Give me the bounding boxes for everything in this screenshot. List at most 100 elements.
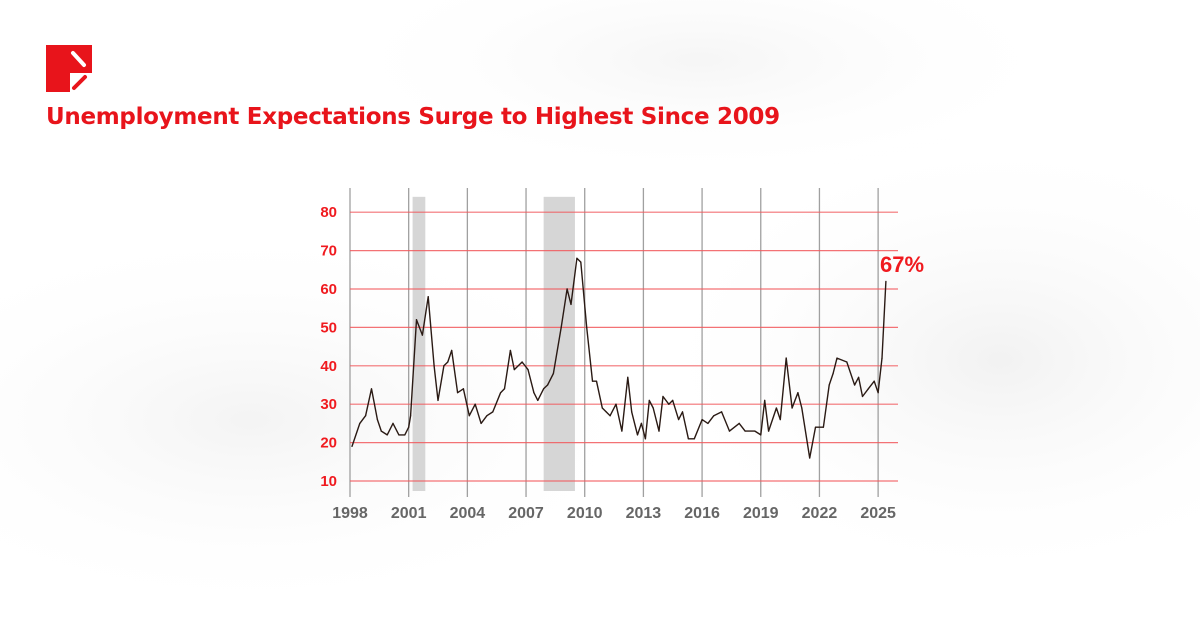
- data-point: [427, 296, 429, 298]
- data-point: [480, 422, 482, 424]
- recession-band: [412, 196, 426, 491]
- data-point: [543, 388, 545, 390]
- data-point: [468, 415, 470, 417]
- data-point: [492, 411, 494, 413]
- data-point: [447, 361, 449, 363]
- annotation-label: 67%: [880, 252, 924, 277]
- data-point: [797, 392, 799, 394]
- data-point: [586, 326, 588, 328]
- data-point: [462, 388, 465, 390]
- data-point: [443, 365, 445, 367]
- data-point: [881, 357, 883, 359]
- data-point: [814, 426, 817, 428]
- data-point: [486, 415, 488, 417]
- data-point: [404, 434, 406, 436]
- data-point: [822, 426, 824, 428]
- data-point: [836, 357, 838, 359]
- data-point: [828, 384, 830, 386]
- data-point: [672, 399, 674, 401]
- data-point: [601, 407, 603, 409]
- data-point: [631, 411, 633, 413]
- data-point: [744, 430, 746, 432]
- data-point: [527, 369, 529, 371]
- data-point: [365, 415, 367, 417]
- x-tick-label: 2010: [567, 505, 603, 522]
- data-point: [570, 303, 572, 305]
- y-tick-label: 50: [320, 319, 337, 336]
- y-tick-label: 20: [320, 435, 337, 452]
- data-point: [433, 365, 435, 367]
- data-point: [591, 380, 594, 382]
- data-point: [873, 380, 875, 382]
- data-point: [857, 376, 860, 378]
- data-point: [503, 388, 506, 390]
- data-point: [652, 407, 654, 409]
- data-point: [644, 438, 646, 440]
- y-tick-label: 40: [320, 358, 337, 375]
- brand-logo: [46, 45, 92, 92]
- data-point: [621, 430, 623, 432]
- data-point: [678, 418, 680, 421]
- recession-band: [543, 196, 575, 491]
- page-title: Unemployment Expectations Surge to Highe…: [46, 104, 780, 130]
- x-tick-label: 2013: [626, 505, 662, 522]
- data-point: [627, 376, 629, 378]
- data-point: [359, 422, 361, 424]
- y-tick-label: 70: [320, 243, 337, 260]
- x-tick-label: 2001: [391, 505, 427, 522]
- data-point: [415, 319, 418, 321]
- data-point: [854, 384, 856, 386]
- data-point: [668, 403, 670, 405]
- data-point: [370, 388, 373, 390]
- data-point: [509, 349, 511, 352]
- x-tick-label: 2019: [743, 505, 779, 522]
- data-point: [662, 395, 664, 398]
- data-point: [566, 288, 568, 290]
- data-point: [386, 434, 388, 436]
- data-point: [687, 438, 689, 440]
- x-tick-label: 2016: [684, 505, 720, 522]
- data-point: [767, 430, 770, 432]
- data-point: [658, 430, 660, 432]
- data-point: [605, 411, 607, 413]
- data-point: [546, 384, 549, 386]
- data-point: [721, 411, 723, 413]
- x-tick-label: 2025: [860, 505, 896, 522]
- data-point: [376, 418, 378, 421]
- data-point: [398, 434, 400, 436]
- data-point: [779, 418, 781, 421]
- data-point: [456, 392, 459, 394]
- data-point: [437, 399, 439, 401]
- y-tick-label: 30: [320, 396, 337, 413]
- data-point: [392, 422, 394, 424]
- data-point: [609, 415, 611, 417]
- data-point: [867, 388, 869, 390]
- data-point: [421, 334, 423, 336]
- data-point: [846, 361, 848, 363]
- data-point: [693, 438, 695, 440]
- data-point: [681, 411, 684, 413]
- data-point: [785, 357, 787, 359]
- data-point: [713, 415, 715, 417]
- data-point: [451, 349, 453, 352]
- data-point: [809, 457, 811, 459]
- data-point: [351, 445, 353, 448]
- data-point: [474, 403, 476, 405]
- data-point: [738, 422, 740, 424]
- data-point: [791, 407, 793, 409]
- x-tick-label: 2022: [802, 505, 838, 522]
- data-point: [707, 422, 709, 424]
- y-tick-label: 10: [320, 473, 337, 490]
- data-point: [580, 261, 582, 263]
- data-point: [728, 430, 731, 432]
- x-tick-label: 2004: [450, 505, 486, 522]
- data-point: [754, 430, 756, 432]
- data-point: [885, 280, 887, 282]
- y-tick-label: 80: [320, 204, 337, 221]
- data-point: [533, 392, 535, 394]
- data-point: [648, 399, 650, 401]
- data-point: [380, 430, 382, 432]
- data-point: [576, 257, 578, 259]
